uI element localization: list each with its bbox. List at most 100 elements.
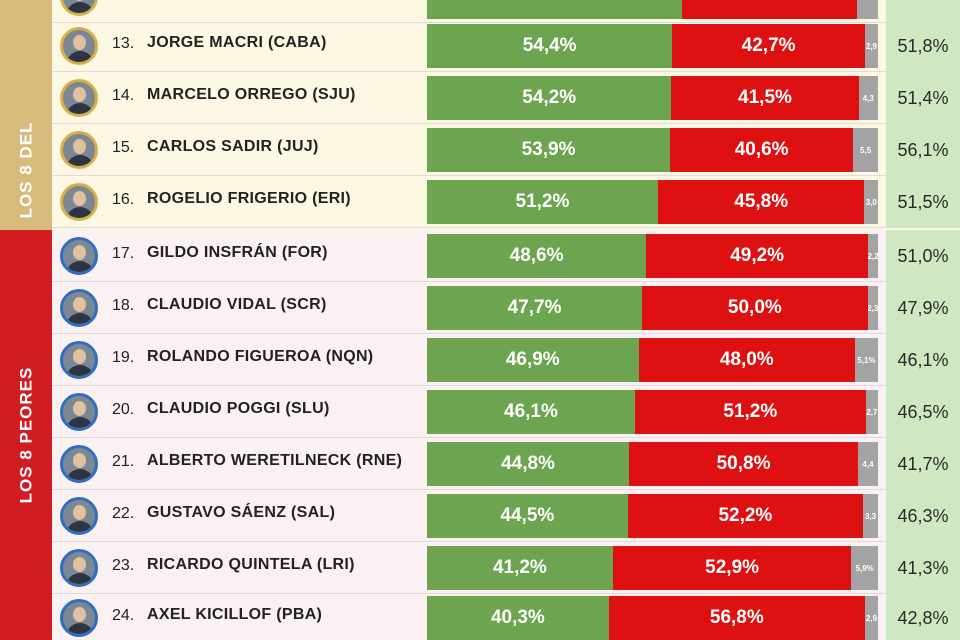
stacked-bar: 44,8% 50,8% 4,4: [427, 442, 878, 486]
negative-segment-label: 50,8%: [716, 453, 771, 474]
negative-segment: 40,6%: [670, 128, 854, 172]
previous-value: 51,8%: [886, 20, 960, 72]
avatar: [60, 0, 98, 16]
previous-value: 46,5%: [886, 386, 960, 438]
stacked-bar: 44,5% 52,2% 3,3: [427, 494, 878, 538]
previous-value-label: 56,1%: [897, 139, 949, 160]
governor-row: 13. JORGE MACRI (CABA) 54,4% 42,7% 2,9 51,8%: [52, 20, 960, 72]
positive-segment: 54,4%: [427, 24, 673, 68]
previous-value-label: 51,0%: [897, 245, 949, 266]
positive-segment: 54,2%: [427, 76, 672, 120]
positive-segment: 46,9%: [427, 338, 639, 382]
ns-nc-segment: 2,9: [864, 596, 878, 640]
ns-nc-segment: 2,7: [865, 390, 878, 434]
positive-segment: 46,1%: [427, 390, 635, 434]
avatar: [60, 599, 98, 637]
previous-value-label: 51,5%: [897, 191, 949, 212]
ns-nc-segment: [857, 0, 878, 19]
positive-segment: 44,8%: [427, 442, 629, 486]
rank-number: 17.: [112, 245, 135, 262]
ns-nc-segment: 3,0: [864, 180, 878, 224]
previous-value-label: 41,3%: [897, 557, 949, 578]
governor-row: 20. CLAUDIO POGGI (SLU) 46,1% 51,2% 2,7 46,5%: [52, 386, 960, 438]
positive-segment-label: 47,7%: [507, 297, 562, 318]
stacked-bar: 54,4% 42,7% 2,9: [427, 24, 878, 68]
positive-segment: 47,7%: [427, 286, 643, 330]
stacked-bar: 51,2% 45,8% 3,0: [427, 180, 878, 224]
rank-number: 14.: [112, 87, 135, 104]
ns-nc-segment: 3,3: [863, 494, 878, 538]
ns-nc-segment-label: 2,9: [865, 41, 877, 51]
previous-value: 46,1%: [886, 334, 960, 386]
positive-segment-label: 44,5%: [500, 505, 555, 526]
ns-nc-segment-label: 2,2: [868, 251, 878, 261]
rank-number: 18.: [112, 297, 135, 314]
previous-value: 46,3%: [886, 490, 960, 542]
negative-segment: 50,8%: [629, 442, 859, 486]
negative-segment: 41,5%: [671, 76, 859, 120]
negative-segment: 45,8%: [657, 180, 865, 224]
negative-segment-label: 52,2%: [718, 505, 773, 526]
governor-row: 21. ALBERTO WERETILNECK (RNE) 44,8% 50,8% 4,…: [52, 438, 960, 490]
governor-row: 18. CLAUDIO VIDAL (SCR) 47,7% 50,0% 2,3 47,9%: [52, 282, 960, 334]
positive-segment: 44,5%: [427, 494, 628, 538]
governor-name: GUSTAVO SÁENZ (SAL): [147, 504, 336, 521]
avatar: [60, 131, 98, 169]
previous-value: 51,4%: [886, 72, 960, 124]
previous-value-label: 46,3%: [897, 505, 949, 526]
avatar: [60, 237, 98, 275]
positive-segment-label: 41,2%: [492, 557, 547, 578]
positive-segment: 41,2%: [427, 546, 613, 590]
rank-number: 22.: [112, 505, 135, 522]
positive-segment-label: 51,2%: [515, 191, 570, 212]
governor-row: [52, 0, 960, 23]
ns-nc-segment: 2,9: [864, 24, 878, 68]
ns-nc-segment: 5,5: [853, 128, 878, 172]
previous-value-label: 41,7%: [897, 453, 949, 474]
previous-value: 41,3%: [886, 542, 960, 594]
governor-name: MARCELO ORREGO (SJU): [147, 86, 356, 103]
negative-segment: 48,0%: [638, 338, 855, 382]
ns-nc-segment-label: 3,0: [865, 197, 877, 207]
ns-nc-segment-label: 2,9: [865, 613, 878, 623]
negative-segment: 52,9%: [612, 546, 852, 590]
stacked-bar: 54,2% 41,5% 4,3: [427, 76, 878, 120]
ns-nc-segment-label: 5,1%: [857, 355, 876, 365]
previous-value: [886, 0, 960, 23]
positive-segment: 40,3%: [427, 596, 609, 640]
negative-segment-label: 48,0%: [719, 349, 774, 370]
negative-segment-label: 45,8%: [734, 191, 789, 212]
negative-segment-label: 50,0%: [727, 297, 782, 318]
governor-row: 22. GUSTAVO SÁENZ (SAL) 44,5% 52,2% 3,3 46,3%: [52, 490, 960, 542]
stacked-bar: 46,9% 48,0% 5,1%: [427, 338, 878, 382]
ns-nc-segment: 4,3: [858, 76, 878, 120]
bottom-group-label-text: LOS 8 PEORES: [16, 366, 36, 504]
ns-nc-segment: 4,4: [858, 442, 878, 486]
negative-segment: 51,2%: [634, 390, 866, 434]
avatar: [60, 393, 98, 431]
negative-segment: [681, 0, 858, 19]
positive-segment-label: 53,9%: [521, 139, 576, 160]
governor-name: RICARDO QUINTELA (LRI): [147, 556, 355, 573]
previous-value-label: 51,4%: [897, 87, 949, 108]
stacked-bar: [427, 0, 878, 19]
negative-segment-label: 49,2%: [730, 245, 785, 266]
governor-name: CARLOS SADIR (JUJ): [147, 138, 319, 155]
previous-value-label: 46,1%: [897, 349, 949, 370]
stacked-bar: 40,3% 56,8% 2,9: [427, 596, 878, 640]
avatar: [60, 497, 98, 535]
governor-row: 19. ROLANDO FIGUEROA (NQN) 46,9% 48,0% 5,1% 4…: [52, 334, 960, 386]
ns-nc-segment-label: 4,4: [862, 459, 874, 469]
rank-number: 16.: [112, 191, 135, 208]
positive-segment-label: 54,2%: [522, 87, 577, 108]
governor-name: GILDO INSFRÁN (FOR): [147, 244, 328, 261]
positive-segment-label: 54,4%: [522, 35, 577, 56]
rank-number: 15.: [112, 139, 135, 156]
positive-segment-label: 44,8%: [501, 453, 555, 474]
negative-segment: 56,8%: [608, 596, 865, 640]
previous-value: 56,1%: [886, 124, 960, 176]
governor-name: AXEL KICILLOF (PBA): [147, 606, 323, 623]
ns-nc-segment-label: 4,3: [862, 93, 874, 103]
stacked-bar: 46,1% 51,2% 2,7: [427, 390, 878, 434]
governor-name: CLAUDIO POGGI (SLU): [147, 400, 330, 417]
